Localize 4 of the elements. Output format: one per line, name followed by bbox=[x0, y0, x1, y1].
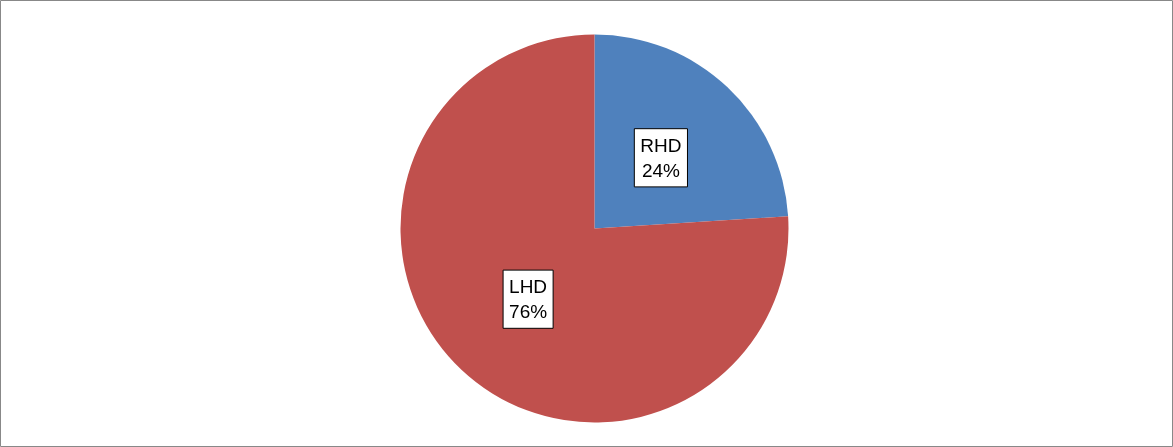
data-label: 24% bbox=[641, 159, 681, 181]
slice-label: RHD bbox=[640, 134, 682, 156]
slice-label: LHD bbox=[509, 276, 548, 298]
data-label: 76% bbox=[509, 301, 548, 323]
